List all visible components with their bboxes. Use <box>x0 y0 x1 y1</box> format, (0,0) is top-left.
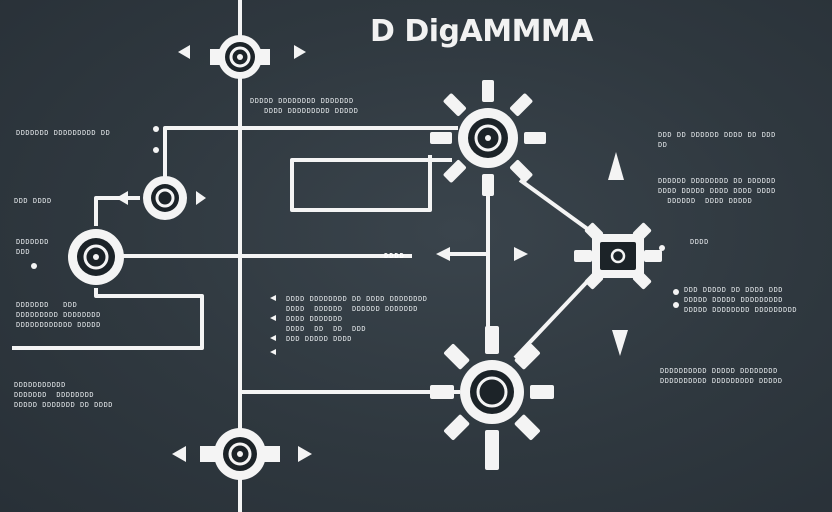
arrow-up-icon <box>608 152 624 180</box>
note-top-center: DDDDD DDDDDDDD DDDDDDD DDDD DDDDDDDDD DD… <box>250 97 359 115</box>
arrow-left-icon <box>178 45 190 59</box>
connector-loop <box>290 155 452 212</box>
note-center: DDDD DDDDDDDD DD DDDD DDDDDDDD DDDD DDDD… <box>286 295 428 343</box>
arrow-left-icon <box>436 247 450 261</box>
arrow-right-icon <box>298 446 312 462</box>
arrow-right-icon <box>294 45 306 59</box>
connector-tag: DDDD <box>384 252 405 260</box>
bullet-icons <box>31 126 679 355</box>
connector-left-loop <box>94 196 140 226</box>
note-right-3: DDDD <box>690 238 709 246</box>
hub-top <box>210 35 270 79</box>
note-left-1: DDDDDDD DDDDDDDDD DD <box>16 129 111 137</box>
note-right-4: DDD DDDDD DD DDDD DDD DDDDD DDDDD DDDDDD… <box>684 286 798 314</box>
hub-bottom <box>200 428 280 480</box>
arrow-right-icon <box>514 247 528 261</box>
arrow-left-icon <box>172 446 186 462</box>
arrow-right-icon <box>196 191 206 205</box>
connector-top-branch <box>163 126 458 194</box>
arrowheads <box>116 45 628 462</box>
arrow-down-icon <box>612 330 628 356</box>
diagram-title: D DigAMMMA <box>370 14 594 49</box>
hub-mid-small <box>143 176 187 220</box>
note-left-5: DDDDDDDDDDD DDDDDDD DDDDDDDD DDDDD DDDDD… <box>14 381 114 409</box>
hub-left <box>68 229 124 285</box>
note-left-4: DDDDDDD DDD DDDDDDDDD DDDDDDDD DDDDDDDDD… <box>16 301 101 329</box>
connector-left-lower <box>12 288 204 350</box>
note-right-5: DDDDDDDDDD DDDDD DDDDDDDD DDDDDDDDDD DDD… <box>660 367 783 385</box>
note-right-1: DDD DD DDDDDD DDDD DD DDD DD <box>658 131 776 149</box>
connector-center-drop <box>445 196 490 256</box>
hub-lower-right <box>430 326 554 470</box>
note-left-3: DDDDDDD DDD <box>16 238 50 256</box>
hub-right-square <box>574 222 662 290</box>
note-right-2: DDDDDD DDDDDDDD DD DDDDDD DDDD DDDDD DDD… <box>658 177 776 205</box>
arrow-left-icon <box>116 191 128 205</box>
hub-upper-right <box>430 80 546 196</box>
note-left-2: DDD DDDD <box>14 197 52 205</box>
